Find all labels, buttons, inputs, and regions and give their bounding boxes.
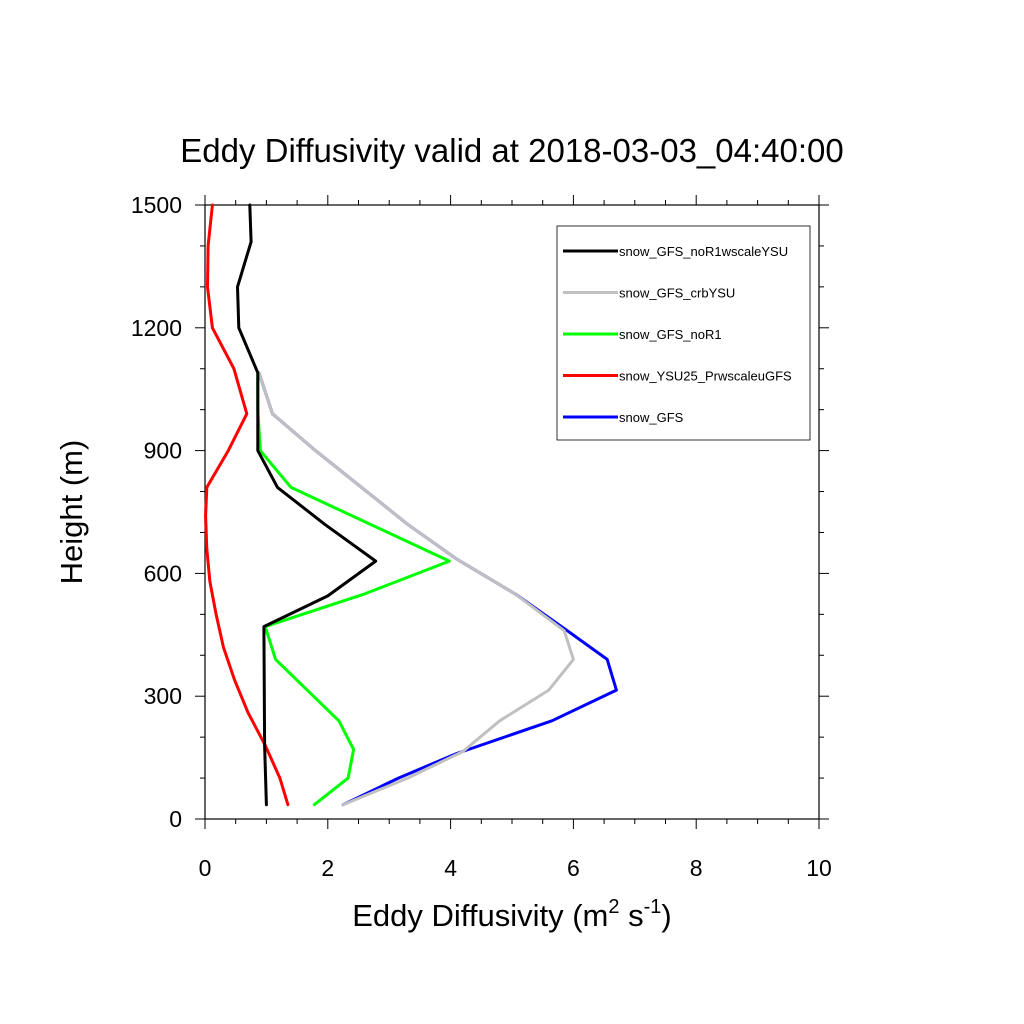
y-tick-label: 600 — [144, 560, 182, 586]
series-line-snow_GFS_noR1wscaleYSU — [236, 203, 378, 807]
y-tick-label: 1200 — [131, 315, 182, 341]
legend-label: snow_YSU25_PrwscaleuGFS — [619, 369, 792, 384]
chart-title: Eddy Diffusivity valid at 2018-03-03_04:… — [180, 132, 843, 169]
legend-label: snow_GFS_crbYSU — [619, 286, 735, 301]
x-tick-label: 4 — [444, 855, 457, 881]
series-line-snow_YSU25_PrwscaleuGFS — [204, 203, 290, 807]
x-tick-label: 2 — [321, 855, 334, 881]
x-axis-label-base: Eddy Diffusivity (m — [352, 898, 608, 933]
y-tick-label: 900 — [144, 438, 182, 464]
legend: snow_GFS_noR1wscaleYSU snow_GFS_crbYSUsno… — [556, 225, 811, 441]
series-group — [204, 203, 618, 807]
x-axis-label-sup-2: -1 — [644, 896, 662, 918]
x-axis-label-mid: s — [619, 898, 643, 933]
y-tick-label: 1500 — [131, 192, 182, 218]
legend-label: snow_GFS — [619, 410, 684, 425]
x-tick-label: 8 — [690, 855, 703, 881]
legend-label: snow_GFS_noR1wscaleYSU — [619, 244, 788, 259]
axis-ticks — [195, 195, 829, 829]
x-tick-label: 10 — [806, 855, 832, 881]
legend-label: snow_GFS_noR1 — [619, 327, 722, 342]
x-tick-label: 0 — [199, 855, 212, 881]
x-axis-label: Eddy Diffusivity (m2 s-1) — [352, 896, 671, 933]
axis-tick-labels: 0 2 4 6 8 10 0 300 600 900 1200 1500 — [131, 192, 832, 881]
x-tick-label: 6 — [567, 855, 580, 881]
y-tick-label: 0 — [169, 806, 182, 832]
series-line-snow_GFS_noR1 — [256, 371, 451, 807]
legend-items: snow_GFS_noR1wscaleYSU snow_GFS_crbYSUsno… — [563, 244, 792, 425]
series-line-snow_GFS_crbYSU — [257, 371, 575, 807]
y-axis-label: Height (m) — [54, 440, 89, 585]
x-axis-label-sup-1: 2 — [608, 896, 619, 918]
x-axis-label-end: ) — [661, 898, 671, 933]
y-tick-label: 300 — [144, 683, 182, 709]
